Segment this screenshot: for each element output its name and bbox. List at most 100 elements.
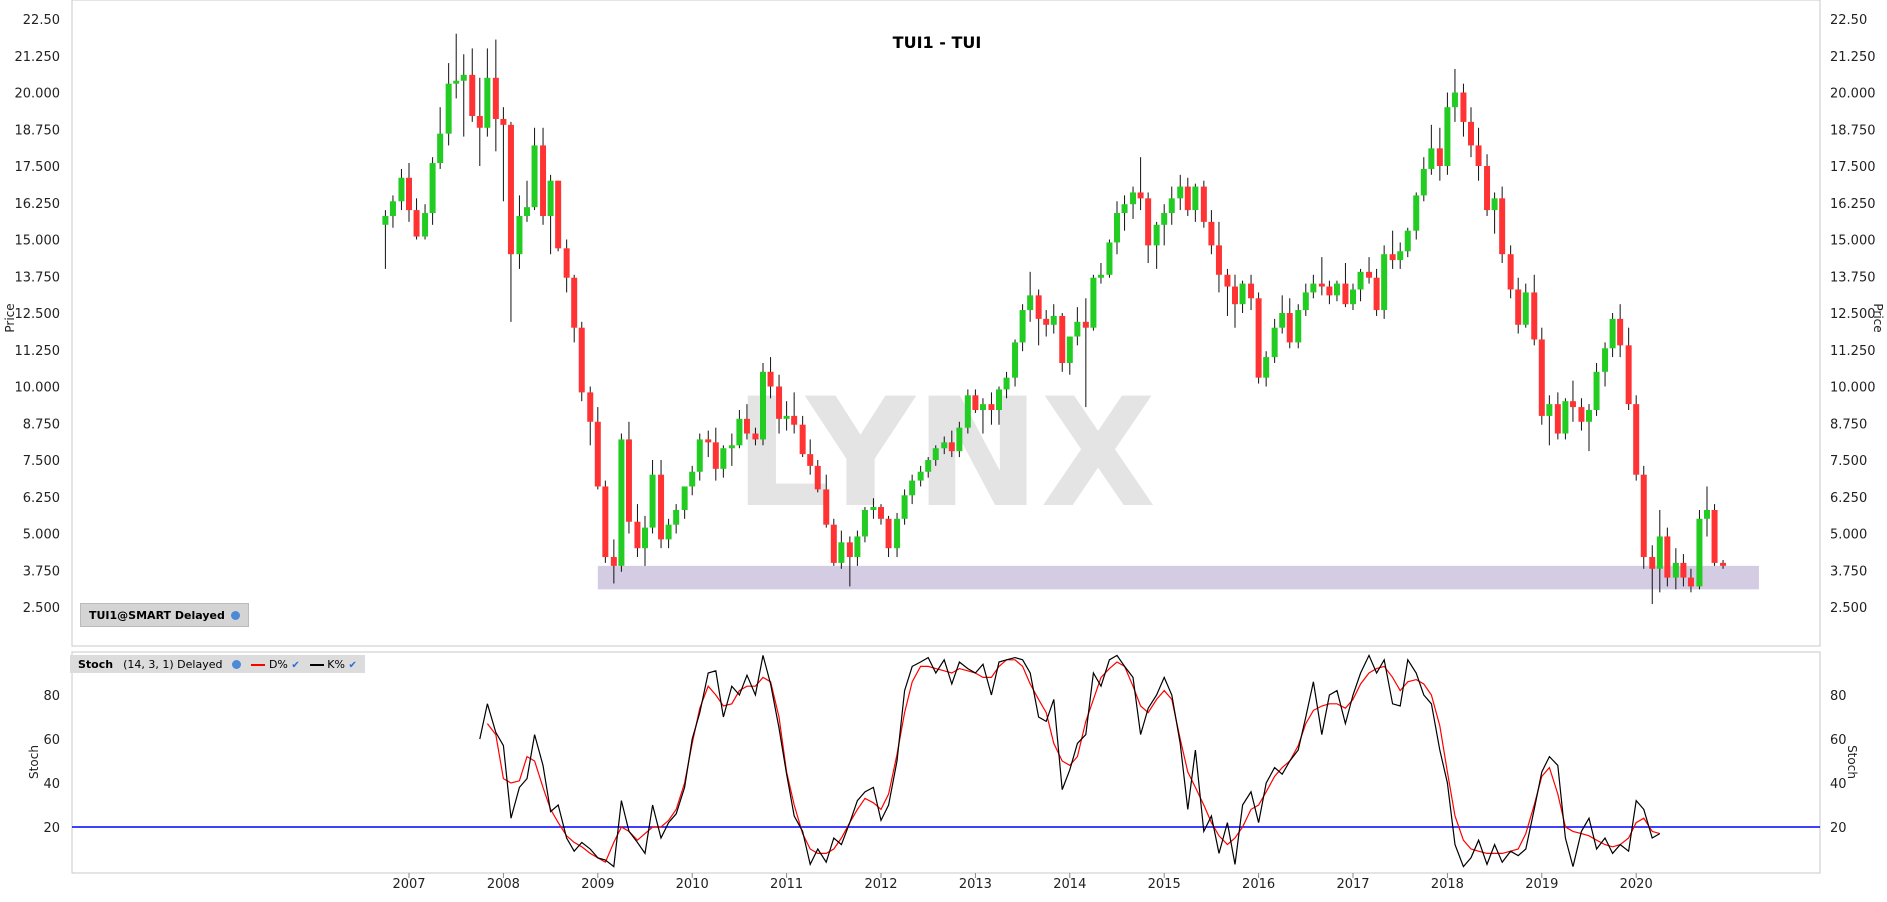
candle-body <box>1130 192 1137 205</box>
price-tick-right: 6.250 <box>1830 491 1867 506</box>
candle-body <box>901 495 908 519</box>
price-panel <box>71 0 1821 647</box>
stoch-tick-right: 60 <box>1830 733 1847 748</box>
candle-body <box>696 439 703 472</box>
candle-body <box>972 395 979 411</box>
price-tick-right: 12.500 <box>1830 307 1876 322</box>
candle-body <box>1625 345 1632 405</box>
candle-body <box>555 180 562 249</box>
candle-body <box>1522 292 1529 325</box>
price-tick-left: 6.250 <box>23 491 60 506</box>
price-tick-right: 15.000 <box>1830 234 1876 249</box>
stoch-ylabel-left: Stoch <box>27 745 41 779</box>
x-tick-label: 2020 <box>1620 877 1653 892</box>
candle-body <box>1114 213 1120 243</box>
price-tick-left: 11.250 <box>15 344 61 359</box>
candle-body <box>453 80 460 84</box>
candle-body <box>1389 254 1396 261</box>
candle-body <box>1137 192 1144 199</box>
price-tick-left: 21.250 <box>15 50 61 65</box>
candle-body <box>743 418 750 434</box>
candle-body <box>625 439 632 522</box>
candle-body <box>413 210 420 237</box>
candle-body <box>689 471 696 487</box>
candle-body <box>1531 292 1538 340</box>
candle-body <box>618 439 625 566</box>
candle-body <box>406 177 412 211</box>
candle-body <box>507 124 514 255</box>
candle-body <box>894 518 901 549</box>
candle-body <box>673 509 680 525</box>
x-tick-label: 2009 <box>581 877 614 892</box>
candle-body <box>807 454 814 466</box>
price-tick-left: 16.250 <box>15 197 61 212</box>
support-zone <box>597 565 1759 590</box>
candle-body <box>429 163 436 214</box>
candle-body <box>1538 339 1545 416</box>
x-tick-label: 2010 <box>676 877 709 892</box>
candle-body <box>979 404 986 411</box>
candle-body <box>1168 198 1175 214</box>
candle-body <box>854 536 861 558</box>
candle-body <box>823 489 830 525</box>
candle-body <box>1302 292 1309 311</box>
candle-body <box>1413 195 1420 231</box>
x-tick-label: 2015 <box>1148 877 1181 892</box>
candle-body <box>956 427 963 452</box>
candle-body <box>1554 404 1561 434</box>
k-swatch <box>309 663 324 666</box>
candle-body <box>1350 289 1356 305</box>
candle-body <box>445 83 452 134</box>
candle-body <box>469 74 476 117</box>
candle-body <box>1027 295 1034 311</box>
candle-body <box>1468 121 1474 146</box>
candle-body <box>1491 198 1498 211</box>
info-icon[interactable] <box>230 610 240 620</box>
candle-body <box>1271 327 1278 358</box>
x-tick-label: 2019 <box>1525 877 1558 892</box>
candle-body <box>878 507 884 519</box>
candle-body <box>1263 357 1270 378</box>
candle-body <box>398 177 405 202</box>
candle-body <box>1200 186 1207 222</box>
candle-body <box>1097 274 1104 278</box>
candle-body <box>885 518 892 549</box>
symbol-badge[interactable]: TUI1@SMART Delayed <box>80 603 249 627</box>
candle-body <box>1248 283 1255 299</box>
price-tick-right: 16.250 <box>1830 197 1876 212</box>
legend-k[interactable]: K% ✔ <box>309 657 357 671</box>
legend-d[interactable]: D% ✔ <box>251 658 300 671</box>
x-tick-label: 2007 <box>392 877 425 892</box>
candle-body <box>1050 315 1057 325</box>
candle-body <box>437 133 444 164</box>
candle-body <box>1617 318 1624 346</box>
x-tick-label: 2012 <box>864 877 897 892</box>
candle-body <box>460 74 467 81</box>
candle-body <box>649 474 656 528</box>
candle-body <box>642 527 648 549</box>
candle-body <box>870 507 877 510</box>
candle-body <box>783 415 790 419</box>
legend-k-label: K% <box>327 657 345 671</box>
check-icon: ✔ <box>291 659 300 671</box>
candle-body <box>1342 283 1349 305</box>
candle-body <box>1215 245 1222 275</box>
candle-body <box>540 145 547 216</box>
candle-body <box>1208 221 1215 246</box>
stoch-label: Stoch <box>78 657 114 671</box>
candle-body <box>1357 271 1364 290</box>
candle-body <box>665 524 672 540</box>
price-tick-left: 17.500 <box>15 160 61 175</box>
candle-body <box>1680 562 1687 578</box>
candle-body <box>1381 254 1388 311</box>
candle-body <box>571 277 578 328</box>
candle-body <box>1640 474 1647 558</box>
x-tick-label: 2011 <box>770 877 803 892</box>
candle-body <box>720 448 727 469</box>
candle-body <box>1475 145 1482 166</box>
candle-body <box>1145 198 1152 246</box>
candle-body <box>1279 313 1286 328</box>
info-icon[interactable] <box>232 659 242 669</box>
candle-body <box>476 116 483 128</box>
price-tick-left: 22.50 <box>23 13 60 28</box>
